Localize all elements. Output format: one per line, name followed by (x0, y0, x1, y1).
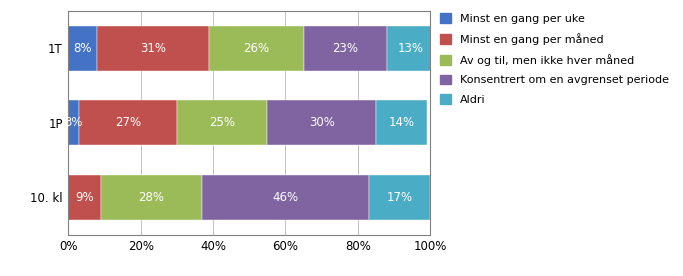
Text: 8%: 8% (74, 42, 92, 55)
Bar (268, 100, 376, 145)
Text: 14%: 14% (388, 116, 415, 129)
Text: 30%: 30% (309, 116, 335, 129)
Bar (376, 100, 427, 145)
Bar (79, 100, 177, 145)
Text: 46%: 46% (273, 191, 298, 204)
Text: 23%: 23% (332, 42, 358, 55)
Bar (369, 175, 430, 220)
Text: 13%: 13% (398, 42, 423, 55)
Bar (68, 175, 101, 220)
Bar (97, 26, 210, 71)
Bar (101, 175, 202, 220)
Text: 28%: 28% (139, 191, 165, 204)
Text: 27%: 27% (115, 116, 141, 129)
Bar (387, 26, 434, 71)
Text: 17%: 17% (387, 191, 413, 204)
Text: 9%: 9% (75, 191, 94, 204)
Text: 31%: 31% (141, 42, 167, 55)
Bar (210, 26, 304, 71)
Bar (68, 26, 97, 71)
Bar (202, 175, 369, 220)
Text: 3%: 3% (64, 116, 83, 129)
Legend: Minst en gang per uke, Minst en gang per måned, Av og til, men ikke hver måned, : Minst en gang per uke, Minst en gang per… (438, 11, 671, 107)
Bar (177, 100, 268, 145)
Bar (303, 26, 387, 71)
Text: 25%: 25% (209, 116, 235, 129)
Text: 26%: 26% (243, 42, 270, 55)
Bar (68, 100, 79, 145)
